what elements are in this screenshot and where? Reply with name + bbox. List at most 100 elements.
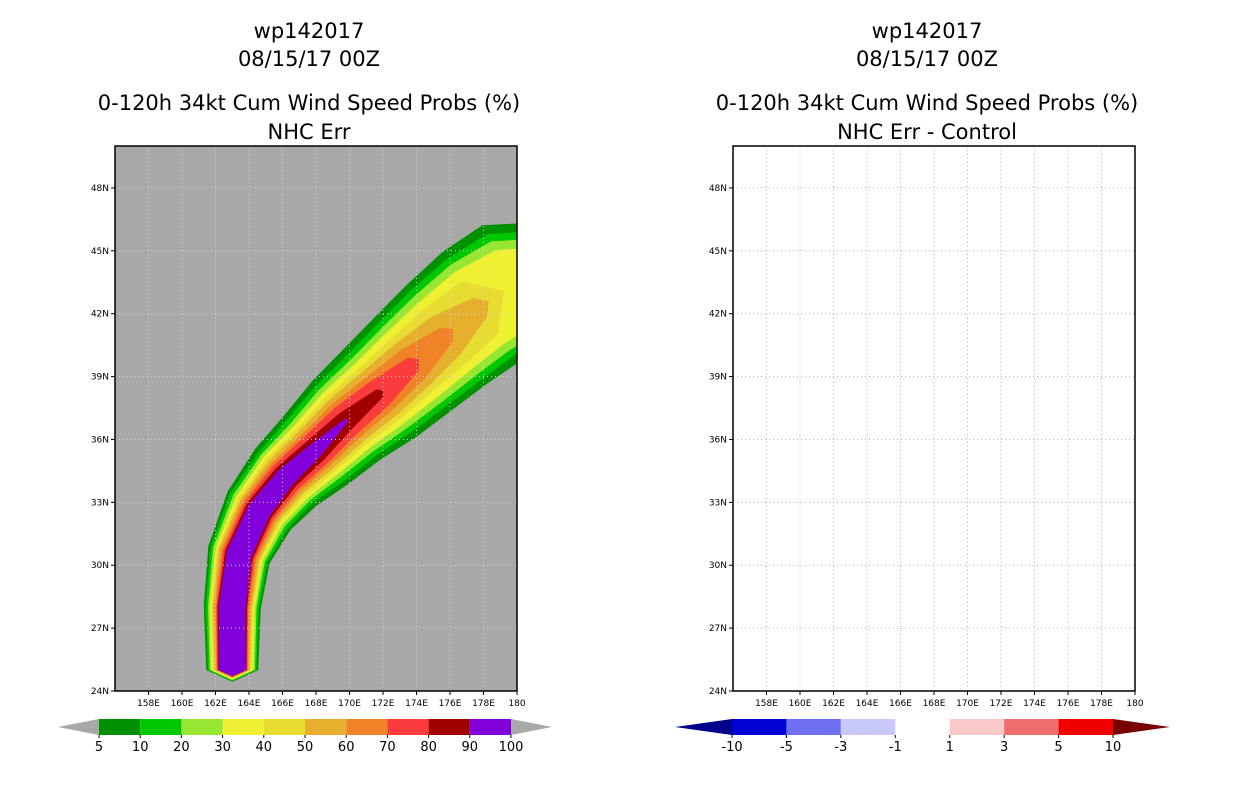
colorbar-swatch xyxy=(181,719,223,735)
colorbar-label: 1 xyxy=(946,740,954,755)
y-tick-label: 30N xyxy=(91,561,109,571)
y-tick-label: 42N xyxy=(709,310,727,320)
left-map: 158E 160E 162E 164E 166E 168E 170E 172E 174E 176E… xyxy=(91,145,526,709)
colorbar-swatch xyxy=(305,719,347,735)
x-tick-label: 176E xyxy=(439,699,462,709)
colorbar-swatch xyxy=(469,719,511,735)
colorbar-high-extension xyxy=(1113,719,1170,735)
colorbar-swatch xyxy=(732,719,787,735)
x-tick-label: 166E xyxy=(889,699,912,709)
colorbar-label: 3 xyxy=(1000,740,1008,755)
x-tick-label: 172E xyxy=(990,699,1013,709)
x-tick-label: 174E xyxy=(405,699,428,709)
left-x-axis: 158E 160E 162E 164E 166E 168E 170E 172E 174E 176E… xyxy=(137,691,526,709)
x-tick-label: 180 xyxy=(508,699,525,709)
x-tick-label: 162E xyxy=(204,699,227,709)
colorbar-label: 50 xyxy=(297,740,314,755)
x-tick-label: 164E xyxy=(238,699,261,709)
x-tick-label: 160E xyxy=(789,699,812,709)
contour-band-90 xyxy=(218,419,348,677)
x-tick-label: 174E xyxy=(1023,699,1046,709)
colorbar-label: -5 xyxy=(780,740,793,755)
x-tick-label: 180 xyxy=(1126,699,1143,709)
y-tick-label: 39N xyxy=(91,373,109,383)
left-y-axis: 24N 27N 30N 33N 36N 39N 42N 45N 48N xyxy=(91,184,115,697)
colorbar-label: 100 xyxy=(499,740,524,755)
left-gridlines xyxy=(115,146,517,691)
colorbar-swatch xyxy=(1004,719,1059,735)
y-tick-label: 24N xyxy=(91,687,109,697)
colorbar-label: 5 xyxy=(1054,740,1062,755)
y-tick-label: 33N xyxy=(709,498,727,508)
x-tick-label: 158E xyxy=(755,699,778,709)
x-tick-label: 170E xyxy=(338,699,361,709)
x-tick-label: 164E xyxy=(856,699,879,709)
left-colorbar: 5 10 20 30 40 50 60 70 80 90 100 xyxy=(58,719,552,755)
left-title-product: 0-120h 34kt Cum Wind Speed Probs (%) xyxy=(98,91,520,115)
y-tick-label: 36N xyxy=(709,435,727,445)
colorbar-label: -3 xyxy=(834,740,847,755)
colorbar-label: 10 xyxy=(132,740,149,755)
colorbar-swatch xyxy=(99,719,141,735)
right-map: 158E 160E 162E 164E 166E 168E 170E 172E 174E 176E… xyxy=(709,145,1144,709)
x-tick-label: 178E xyxy=(472,699,495,709)
colorbar-swatch xyxy=(346,719,388,735)
colorbar-low-extension xyxy=(58,719,99,735)
colorbar-label: 40 xyxy=(256,740,273,755)
y-tick-label: 39N xyxy=(709,373,727,383)
colorbar-swatch xyxy=(786,719,841,735)
colorbar-swatch xyxy=(840,719,896,735)
x-tick-label: 162E xyxy=(822,699,845,709)
y-tick-label: 45N xyxy=(709,247,727,257)
colorbar-swatch xyxy=(222,719,264,735)
colorbar-label: 30 xyxy=(214,740,231,755)
right-title-product: 0-120h 34kt Cum Wind Speed Probs (%) xyxy=(716,91,1138,115)
y-tick-label: 48N xyxy=(709,184,727,194)
y-tick-label: 24N xyxy=(709,687,727,697)
right-title-subtitle: NHC Err - Control xyxy=(837,120,1017,144)
colorbar-label: 5 xyxy=(95,740,103,755)
colorbar-label: 20 xyxy=(173,740,190,755)
left-title-date: 08/15/17 00Z xyxy=(238,47,380,71)
x-tick-label: 160E xyxy=(171,699,194,709)
colorbar-label: -1 xyxy=(889,740,902,755)
colorbar-label: 10 xyxy=(1105,740,1122,755)
colorbar-swatch xyxy=(140,719,182,735)
y-tick-label: 48N xyxy=(91,184,109,194)
left-title-storm-id: wp142017 xyxy=(254,19,365,43)
x-tick-label: 170E xyxy=(956,699,979,709)
right-y-axis: 24N 27N 30N 33N 36N 39N 42N 45N 48N xyxy=(709,184,733,697)
y-tick-label: 33N xyxy=(91,498,109,508)
y-tick-label: 45N xyxy=(91,247,109,257)
y-tick-label: 42N xyxy=(91,310,109,320)
x-tick-label: 166E xyxy=(271,699,294,709)
right-gridlines xyxy=(733,146,1135,691)
colorbar-swatch xyxy=(387,719,429,735)
colorbar-high-extension xyxy=(511,719,552,735)
probability-contours xyxy=(203,223,517,682)
x-tick-label: 176E xyxy=(1057,699,1080,709)
right-title-date: 08/15/17 00Z xyxy=(856,47,998,71)
colorbar-label: 90 xyxy=(462,740,479,755)
x-tick-label: 168E xyxy=(923,699,946,709)
x-tick-label: 172E xyxy=(372,699,395,709)
y-tick-label: 36N xyxy=(91,435,109,445)
right-colorbar: -10 -5 -3 -1 1 3 5 10 xyxy=(675,719,1170,755)
colorbar-swatch xyxy=(1058,719,1113,735)
colorbar-label: 60 xyxy=(338,740,355,755)
colorbar-label: 80 xyxy=(420,740,437,755)
y-tick-label: 30N xyxy=(709,561,727,571)
colorbar-swatch xyxy=(263,719,305,735)
contour-band-50 xyxy=(213,297,489,678)
x-tick-label: 178E xyxy=(1090,699,1113,709)
right-x-axis: 158E 160E 162E 164E 166E 168E 170E 172E 174E 176E… xyxy=(755,691,1144,709)
left-title-subtitle: NHC Err xyxy=(267,120,350,144)
y-tick-label: 27N xyxy=(709,624,727,634)
x-tick-label: 168E xyxy=(305,699,328,709)
right-title-storm-id: wp142017 xyxy=(872,19,983,43)
colorbar-swatch xyxy=(428,719,470,735)
y-tick-label: 27N xyxy=(91,624,109,634)
x-tick-label: 158E xyxy=(137,699,160,709)
colorbar-swatch xyxy=(949,719,1005,735)
